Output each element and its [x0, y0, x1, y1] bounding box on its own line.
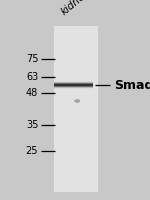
Bar	[54, 85, 93, 86]
Bar	[54, 86, 93, 87]
Ellipse shape	[74, 99, 80, 103]
Bar	[54, 88, 93, 89]
Text: 48: 48	[26, 88, 38, 98]
Bar	[54, 83, 93, 84]
Bar	[54, 86, 93, 87]
Bar	[54, 87, 93, 88]
Text: 75: 75	[26, 54, 38, 64]
Bar	[54, 87, 93, 88]
Text: Smad2: Smad2	[114, 79, 150, 92]
Bar	[54, 81, 93, 82]
Bar	[54, 26, 98, 192]
Text: 63: 63	[26, 72, 38, 82]
Bar	[54, 82, 93, 83]
Bar	[54, 81, 93, 82]
Bar	[54, 83, 93, 84]
Bar	[54, 85, 93, 86]
Bar	[54, 82, 93, 83]
Bar	[54, 84, 93, 85]
Text: kidney: kidney	[59, 0, 92, 17]
Text: 25: 25	[26, 146, 38, 156]
Text: 35: 35	[26, 120, 38, 130]
